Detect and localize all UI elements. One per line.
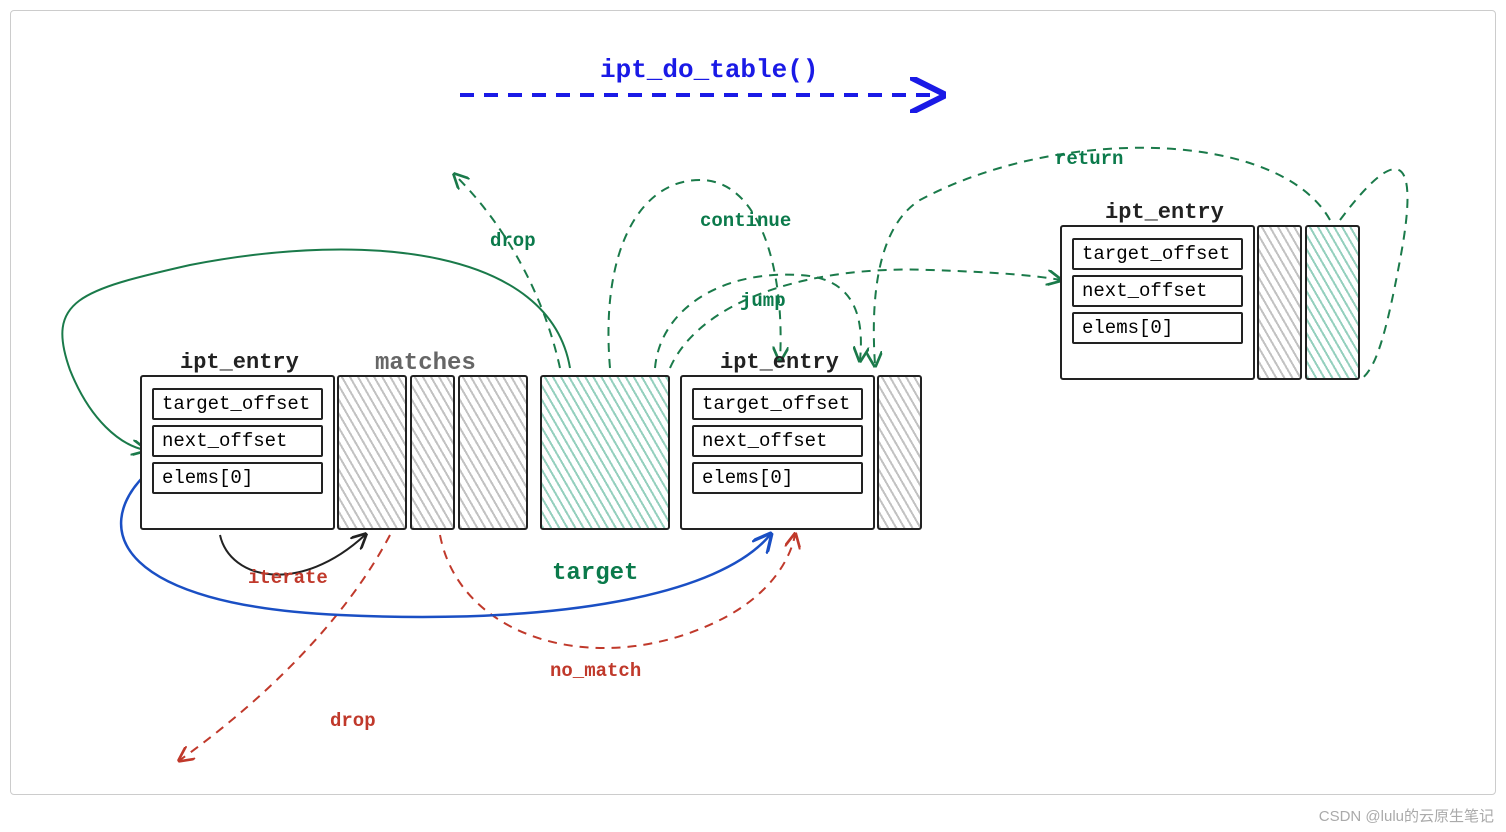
diagram-canvas: ipt_do_table() CSDN @lulu的云原生笔记 ipt_entr… [0,0,1506,832]
field-e3-2: elems[0] [1072,312,1243,344]
hatch-m1 [337,375,407,530]
edge-label-return: return [1055,148,1123,170]
edge-label-drop2: drop [330,710,376,732]
edge-label-iterate: iterate [248,567,328,589]
diagram-title: ipt_do_table() [600,55,818,85]
section-target_lbl: target [552,560,638,587]
edge-label-no_match: no_match [550,660,641,682]
watermark: CSDN @lulu的云原生笔记 [1319,805,1494,826]
entry-box-e1: target_offset next_offset elems[0] [140,375,335,530]
field-e1-1: next_offset [152,425,323,457]
field-e3-0: target_offset [1072,238,1243,270]
hatch-m2 [410,375,455,530]
field-e3-1: next_offset [1072,275,1243,307]
entry-title-e2: ipt_entry [720,350,839,375]
section-matches_lbl: matches [375,350,476,377]
entry-title-e3: ipt_entry [1105,200,1224,225]
field-e2-0: target_offset [692,388,863,420]
field-e1-2: elems[0] [152,462,323,494]
entry-box-e2: target_offset next_offset elems[0] [680,375,875,530]
field-e2-2: elems[0] [692,462,863,494]
hatch-t2 [1305,225,1360,380]
entry-title-e1: ipt_entry [180,350,299,375]
field-e2-1: next_offset [692,425,863,457]
field-e1-0: target_offset [152,388,323,420]
hatch-m4 [877,375,922,530]
hatch-m3 [458,375,528,530]
hatch-t1 [540,375,670,530]
hatch-m5 [1257,225,1302,380]
edge-label-jump: jump [740,290,786,312]
entry-box-e3: target_offset next_offset elems[0] [1060,225,1255,380]
edge-label-drop1: drop [490,230,536,252]
edge-label-continue: continue [700,210,791,232]
